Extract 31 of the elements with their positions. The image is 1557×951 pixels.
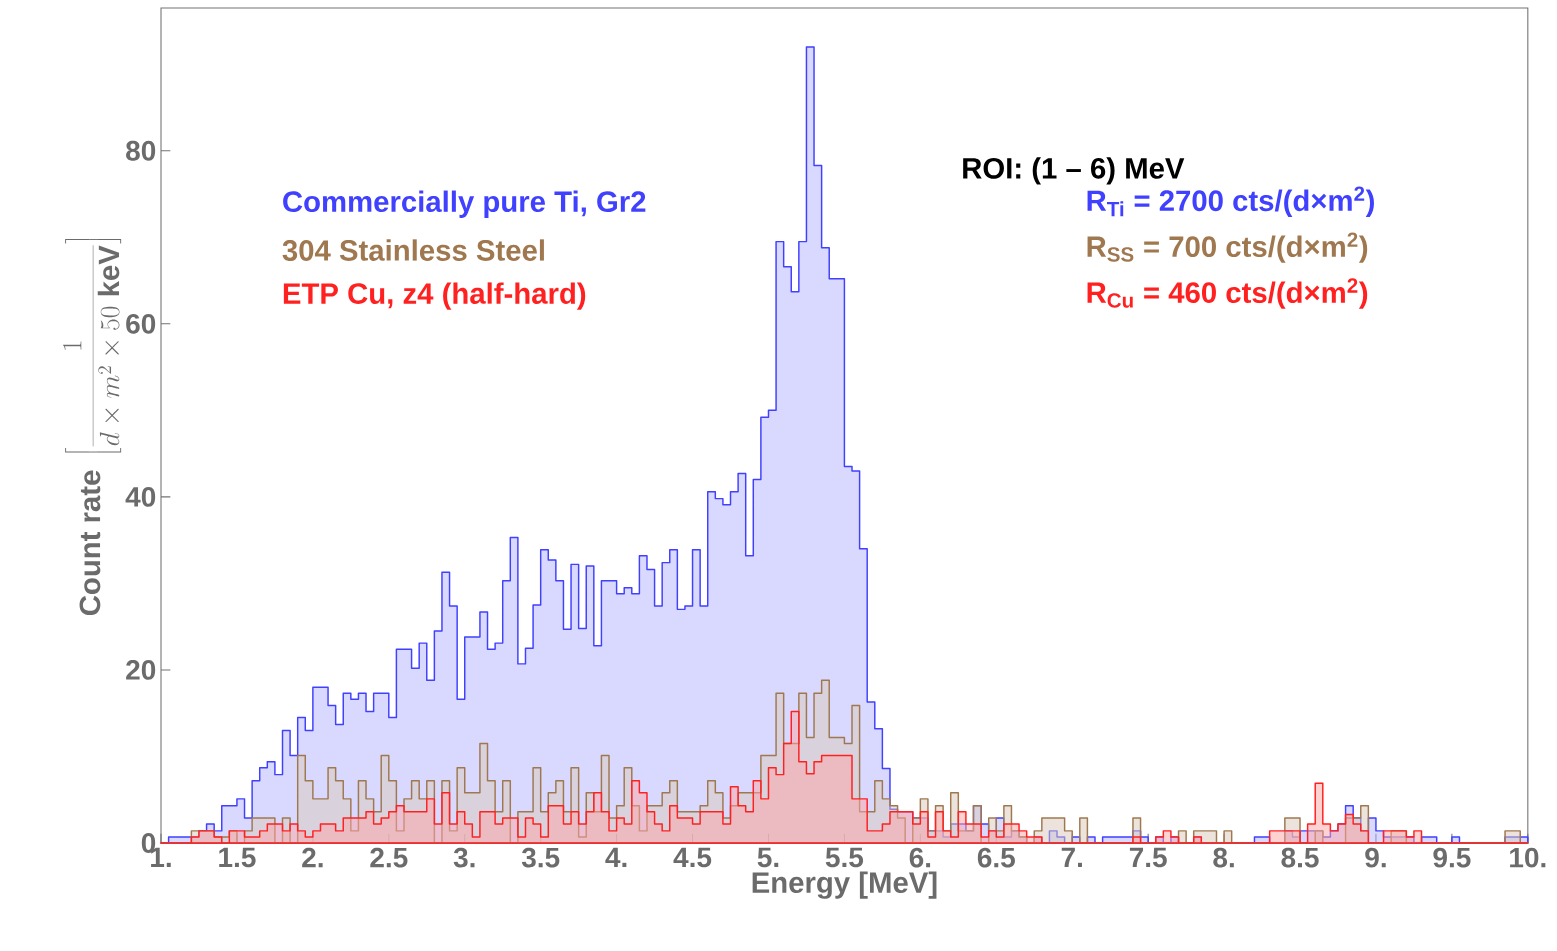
x-tick-label: 4.5	[673, 847, 712, 868]
x-tick-label: 8.	[1213, 847, 1234, 868]
annotation: R$_{Cu}$ = 460 cts/(d×m$^{2}$)	[1087, 278, 1368, 309]
x-tick-label: 1.5	[219, 847, 256, 868]
x-tick-label: 7.	[1061, 847, 1082, 867]
x-tick-label: 3.	[453, 847, 475, 868]
x-tick-label: 8.5	[1281, 847, 1319, 868]
y-tick-label: 20	[126, 660, 156, 680]
text: 304 Stainless Steel	[282, 239, 544, 261]
x-tick-label: 9.5	[1433, 847, 1471, 868]
annotation: ROI: (1 – 6) MeV	[963, 157, 1185, 185]
y-tick-label: 40	[125, 486, 156, 507]
x-tick-label: 9.	[1365, 847, 1386, 868]
x-tick-label: 5.	[757, 847, 779, 868]
x-tick-label: 6.	[909, 847, 931, 868]
x-tick-label: 6.5	[977, 847, 1015, 868]
y-tick-label: 60	[126, 313, 156, 334]
x-tick-label: 4.	[605, 847, 627, 867]
annotation: R$_{SS}$ = 700 cts/(d×m$^{2}$)	[1087, 232, 1368, 263]
x-tick-label: 7.5	[1129, 847, 1167, 868]
annotation: R$_{Ti}$ = 2700 cts/(d×m$^{2}$)	[1087, 186, 1374, 217]
text: Commercially pure Ti, Gr2	[283, 190, 646, 218]
y-axis-title: $\mathbf{Count\ rate}\ \left[\frac{1}{d\times m^{2}\times 50\ \mathbf{keV}}\right]$	[63, 239, 122, 616]
y-tick-label: 80	[126, 140, 156, 161]
x-tick-label: 2.	[302, 847, 323, 868]
x-tick-label: 2.5	[370, 847, 408, 868]
x-axis-title: Energy [MeV]	[752, 871, 937, 899]
x-tick-label: 3.5	[521, 847, 560, 868]
text: ETP Cu, z4 (half-hard)	[283, 282, 586, 310]
x-tick-label: 5.5	[825, 847, 864, 868]
x-tick-label: 10.	[1510, 847, 1546, 868]
